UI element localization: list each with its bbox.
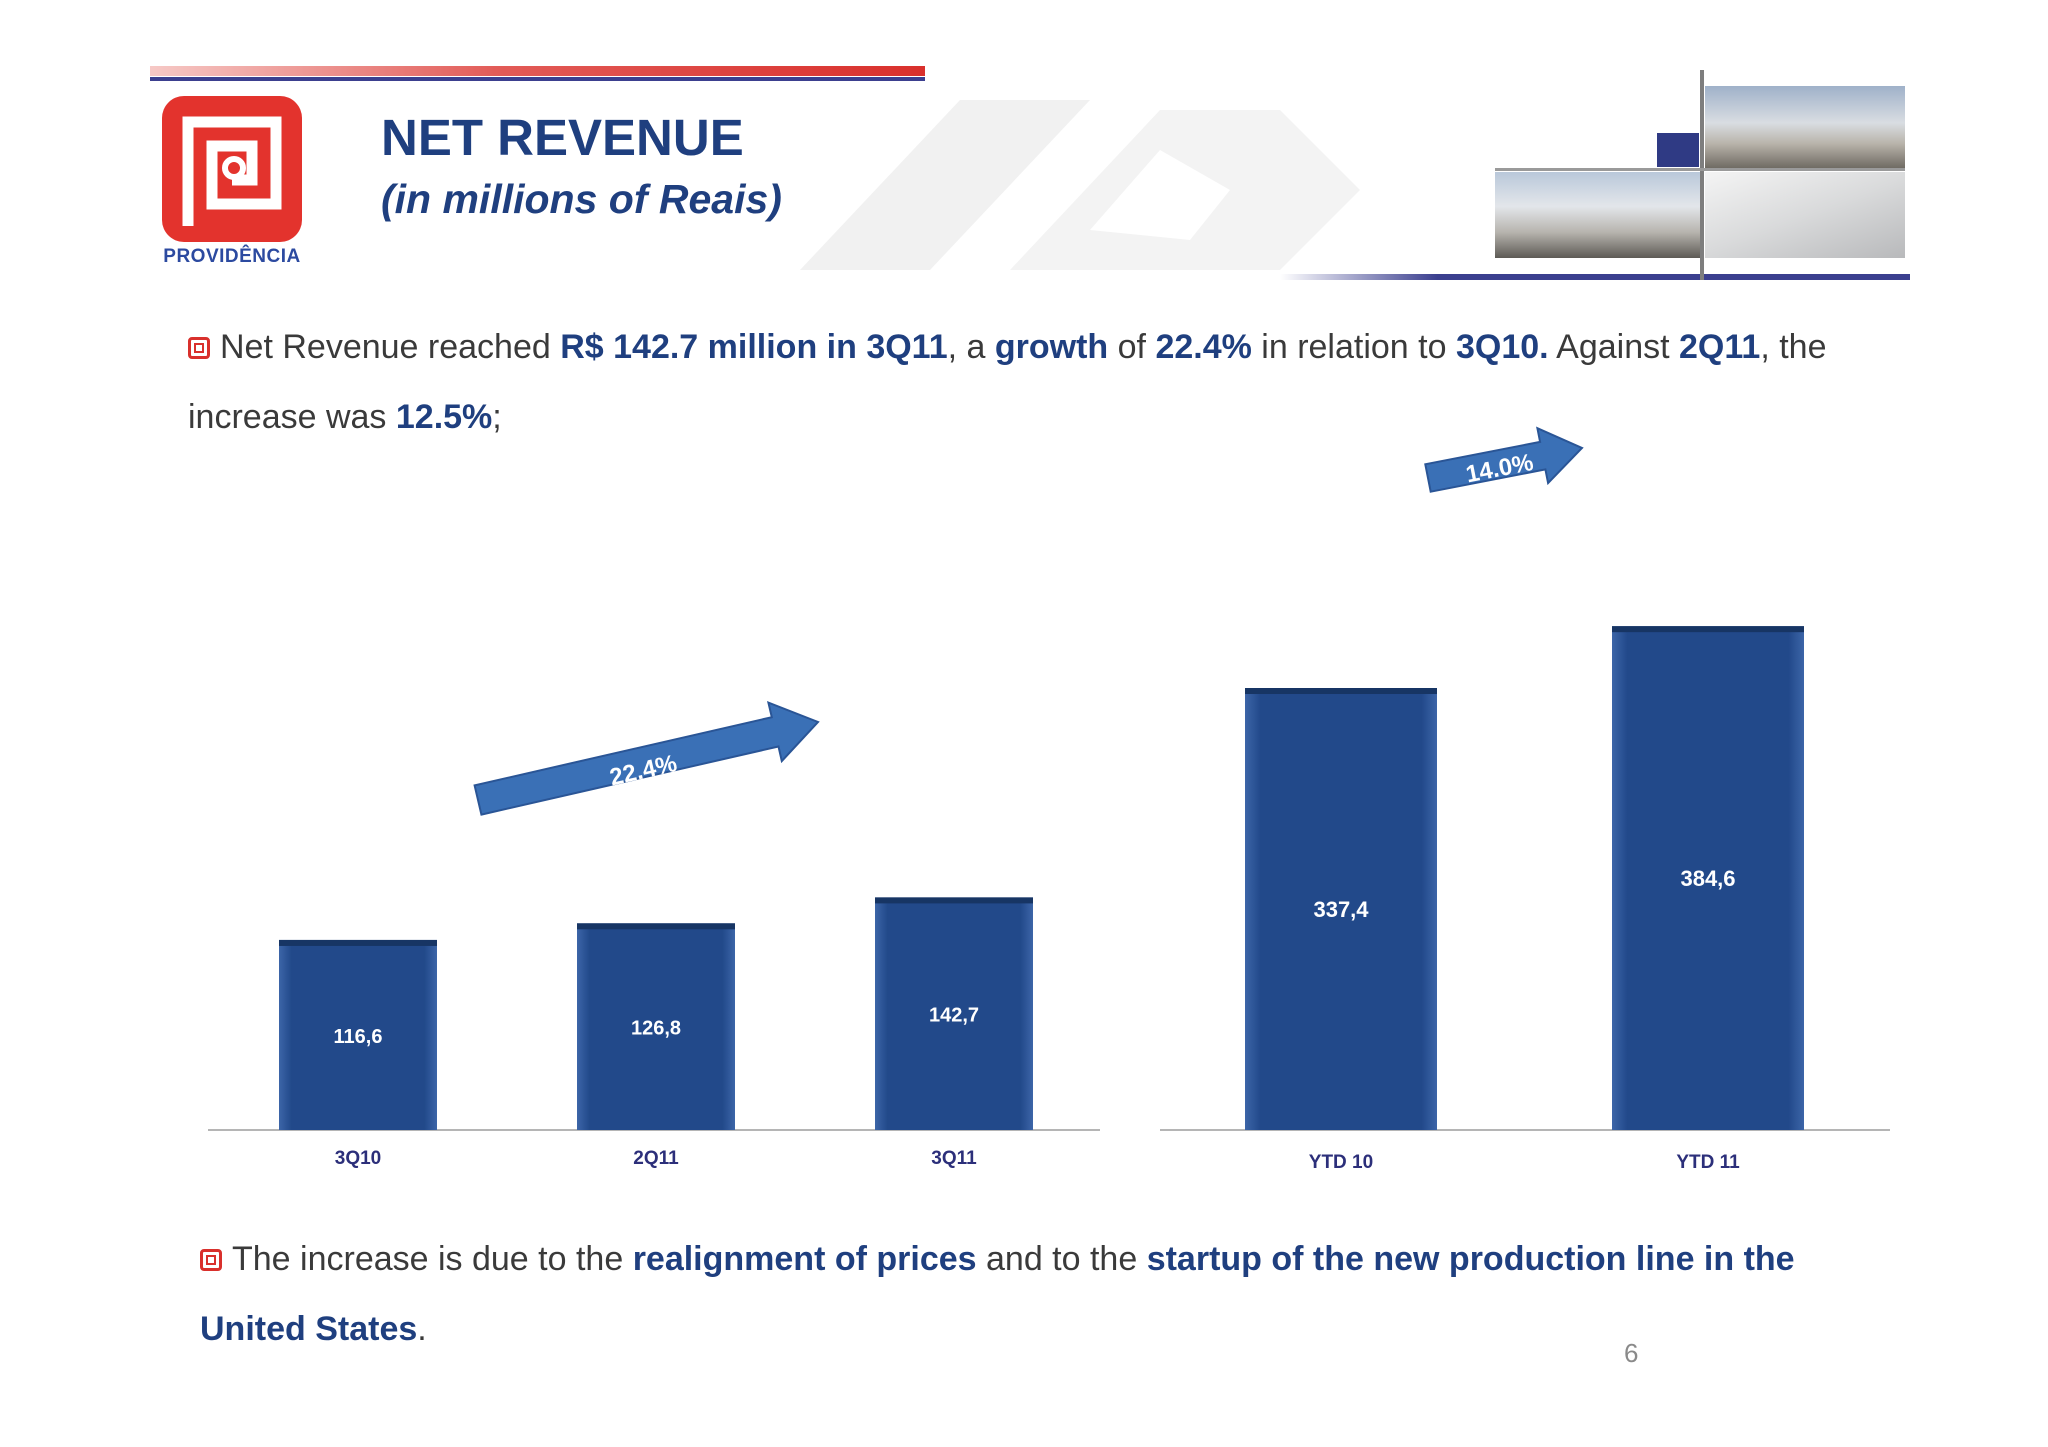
header-rule-blue [150,77,925,81]
chart-2-data-label: 337,4 [1313,897,1369,922]
chart-2-bar-top-edge [1245,688,1437,695]
logo-text: PROVIDÊNCIA [163,246,301,267]
collage-divider-vertical [1700,70,1704,280]
page-subtitle: (in millions of Reais) [381,176,782,222]
header-watermark [800,100,1360,270]
chart-2-data-label: 384,6 [1680,866,1735,891]
chart-2-bar-ytd-10 [1245,688,1437,1130]
chart-2-category-label: YTD 10 [1309,1152,1373,1173]
chart-1-bar-3q11 [875,897,1033,1130]
chart-1-bar-2q11 [577,923,735,1130]
page-title: NET REVENUE [381,109,744,166]
providencia-logo [162,96,302,242]
chart-1-category-label: 3Q10 [335,1148,381,1169]
chart-1-bar-3q10 [279,939,437,1130]
chart-2-bar-top-edge [1612,626,1804,633]
factory-photo-2 [1495,172,1700,258]
chart-1-category-label: 3Q11 [931,1148,977,1169]
collage-accent-block [1657,133,1699,167]
bullet-increase-reason: The increase is due to the realignment o… [200,1240,1795,1348]
bullet-logo-icon [200,1249,222,1271]
chart-1-bar-top-edge [577,923,735,930]
chart-1-data-label: 116,6 [334,1026,383,1048]
chart-1-bar-top-edge [279,939,437,946]
factory-photo-1 [1705,86,1905,168]
collage-divider-horizontal [1495,168,1905,171]
chart-1-data-label: 126,8 [631,1018,681,1040]
page-number: 6 [1624,1338,1639,1368]
chart-2-bar-ytd-11 [1612,626,1804,1130]
header-rule-red [150,66,925,76]
bullet-logo-icon [188,337,210,359]
chart-2-growth-arrow [1424,426,1584,493]
chart-1-category-label: 2Q11 [633,1148,679,1169]
chart-1-bar-top-edge [875,897,1033,904]
chart-1-data-label: 142,7 [929,1005,979,1027]
chart-2-category-label: YTD 11 [1676,1152,1740,1173]
factory-photo-3 [1705,172,1905,258]
bullet-revenue-summary: Net Revenue reached R$ 142.7 million in … [188,328,1827,436]
chart-1-growth-arrow [473,700,820,816]
header-rule-bottom [1280,274,1910,280]
